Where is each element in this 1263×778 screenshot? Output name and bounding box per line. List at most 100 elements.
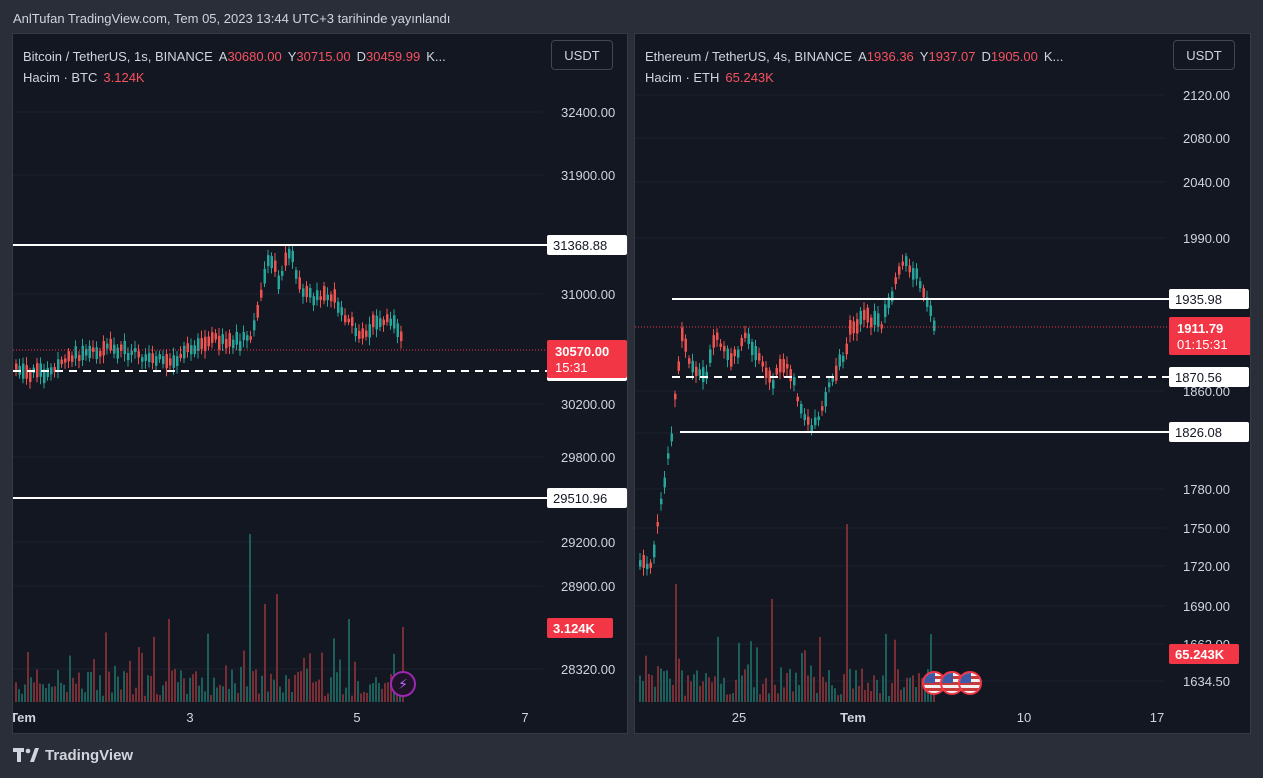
eth-volume-bar	[867, 682, 869, 702]
btc-symbol[interactable]: Bitcoin / TetherUS, 1s, BINANCE	[23, 49, 213, 64]
eth-price-tick: 1990.00	[1183, 231, 1230, 246]
eth-volume-bar	[900, 689, 902, 702]
us-flag-icon[interactable]	[958, 671, 982, 695]
eth-candle	[856, 319, 859, 334]
eth-symbol[interactable]: Ethereum / TetherUS, 4s, BINANCE	[645, 49, 853, 64]
btc-volume-bar	[354, 661, 356, 702]
eth-volume-bar	[915, 687, 917, 702]
eth-price-tick: 1860.00	[1183, 384, 1230, 399]
eth-candle	[695, 366, 698, 377]
btc-candle	[361, 328, 364, 339]
btc-high: 30715.00	[296, 49, 351, 64]
btc-volume-bar	[21, 693, 23, 702]
btc-candle	[78, 355, 81, 361]
eth-volume-bar	[726, 694, 728, 702]
tradingview-footer: TradingView	[13, 746, 133, 764]
btc-volume-bar	[360, 693, 362, 702]
eth-level-label: 1935.98	[1175, 292, 1222, 307]
btc-high-label: Y	[287, 49, 297, 64]
btc-chart-canvas[interactable]: 32400.00 31900.00 31000.00 30200.00 29800.00…	[13, 34, 628, 734]
eth-volume-bar	[906, 677, 908, 702]
eth-candle	[866, 307, 869, 323]
eth-candle	[863, 309, 866, 320]
btc-volume-bar	[303, 657, 305, 702]
btc-volume-bar	[180, 670, 182, 702]
eth-currency-button[interactable]: USDT	[1173, 40, 1235, 70]
eth-candle	[786, 363, 789, 369]
btc-volume-bar	[261, 675, 263, 702]
btc-volume-bar	[39, 683, 41, 702]
eth-volume-bar	[711, 682, 713, 702]
eth-candle	[835, 365, 838, 381]
eth-chart-canvas[interactable]: 2120.002080.002040.001990.001860.001820.…	[635, 34, 1251, 734]
btc-volume-bar	[15, 682, 17, 702]
eth-volume-bar	[882, 675, 884, 702]
eth-low-label: D	[981, 49, 991, 64]
btc-volume-bar	[237, 693, 239, 702]
btc-candle	[267, 255, 270, 267]
btc-candle	[141, 357, 144, 362]
eth-level-label: 1870.56	[1175, 370, 1222, 385]
economic-events[interactable]	[922, 671, 982, 695]
eth-volume-bar	[648, 673, 650, 702]
eth-candle	[751, 342, 754, 356]
btc-volume-bar	[372, 683, 374, 702]
eth-candle	[828, 382, 831, 388]
btc-volume-bar	[108, 671, 110, 702]
eth-volume-bar	[888, 695, 890, 702]
btc-candle	[53, 367, 56, 372]
btc-level-label: 31368.88	[553, 238, 607, 253]
eth-level-badge	[1169, 422, 1249, 442]
btc-volume-bar	[252, 671, 254, 702]
eth-volume-bar	[720, 683, 722, 702]
btc-volume-bar	[189, 677, 191, 702]
eth-volume-bar	[732, 693, 734, 702]
eth-volume-bar	[693, 674, 695, 702]
eth-volume-bar	[789, 668, 791, 702]
btc-candle	[60, 359, 63, 365]
btc-volume-bar	[198, 685, 200, 702]
btc-volume-bar	[75, 683, 77, 702]
btc-level-badge	[547, 488, 627, 508]
btc-volume-bar	[45, 688, 47, 702]
eth-volume-bar	[690, 681, 692, 702]
eth-candle	[912, 268, 915, 280]
btc-candle	[379, 318, 382, 327]
eth-chart-pane[interactable]: 2120.002080.002040.001990.001860.001820.…	[634, 33, 1251, 734]
btc-volume-bar	[81, 688, 83, 702]
eth-candle	[754, 346, 757, 361]
eth-candle	[842, 355, 845, 362]
btc-volume-bar	[342, 694, 344, 702]
eth-candle	[905, 256, 908, 267]
btc-volume-bar	[30, 677, 32, 702]
btc-candle	[239, 341, 242, 351]
btc-candle	[288, 248, 291, 259]
btc-chart-pane[interactable]: 32400.00 31900.00 31000.00 30200.00 29800.00…	[12, 33, 628, 734]
btc-low-label: D	[356, 49, 366, 64]
btc-candle	[253, 320, 256, 331]
eth-candle	[887, 297, 890, 308]
btc-candle	[74, 346, 77, 359]
btc-volume-bar	[162, 685, 164, 702]
btc-candle	[232, 339, 235, 349]
lightning-icon[interactable]: ⚡	[390, 671, 416, 697]
eth-candle	[656, 522, 659, 527]
btc-volume-bar	[309, 653, 311, 702]
eth-volume-bar	[654, 686, 656, 702]
btc-candle	[200, 338, 203, 349]
eth-volume-bar	[660, 668, 662, 702]
btc-currency-button[interactable]: USDT	[551, 40, 613, 70]
btc-volume-bar	[378, 682, 380, 702]
eth-volume-bar	[645, 655, 647, 702]
eth-volume-badge	[1169, 644, 1239, 664]
btc-volume-bar	[396, 694, 398, 702]
btc-volume-bar	[165, 681, 167, 702]
btc-candle	[81, 345, 84, 360]
btc-candle	[113, 344, 116, 354]
btc-candle	[326, 294, 329, 301]
eth-volume-bar	[723, 677, 725, 702]
btc-volume-bar	[51, 686, 53, 702]
btc-volume-bar	[222, 686, 224, 702]
btc-volume-bar	[327, 693, 329, 702]
btc-volume-bar	[297, 671, 299, 702]
